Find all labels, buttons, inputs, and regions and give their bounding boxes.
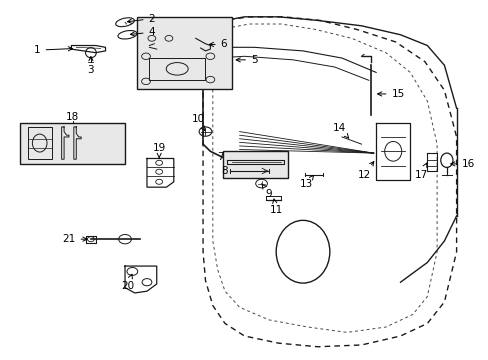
Text: 9: 9	[261, 184, 272, 199]
Text: 4: 4	[130, 27, 155, 37]
Bar	[222, 151, 288, 178]
Text: 17: 17	[413, 163, 427, 180]
Text: 19: 19	[152, 143, 165, 158]
Text: 7: 7	[216, 152, 223, 162]
Text: 3: 3	[87, 57, 94, 75]
Text: 15: 15	[377, 89, 404, 99]
Text: 20: 20	[121, 274, 134, 291]
Text: 12: 12	[357, 162, 373, 180]
Bar	[137, 17, 232, 89]
Text: 6: 6	[209, 40, 227, 49]
Text: 21: 21	[62, 234, 87, 244]
Text: 2: 2	[127, 14, 155, 24]
Text: 5: 5	[236, 55, 257, 65]
Text: 10: 10	[191, 114, 204, 131]
Text: 1: 1	[34, 45, 72, 55]
Text: 18: 18	[66, 112, 80, 122]
Bar	[27, 127, 52, 159]
Text: 8: 8	[221, 166, 228, 176]
Text: 11: 11	[269, 199, 282, 216]
Text: 13: 13	[300, 175, 313, 189]
Text: 16: 16	[450, 159, 474, 169]
Bar	[20, 123, 125, 164]
Text: 14: 14	[332, 123, 348, 138]
